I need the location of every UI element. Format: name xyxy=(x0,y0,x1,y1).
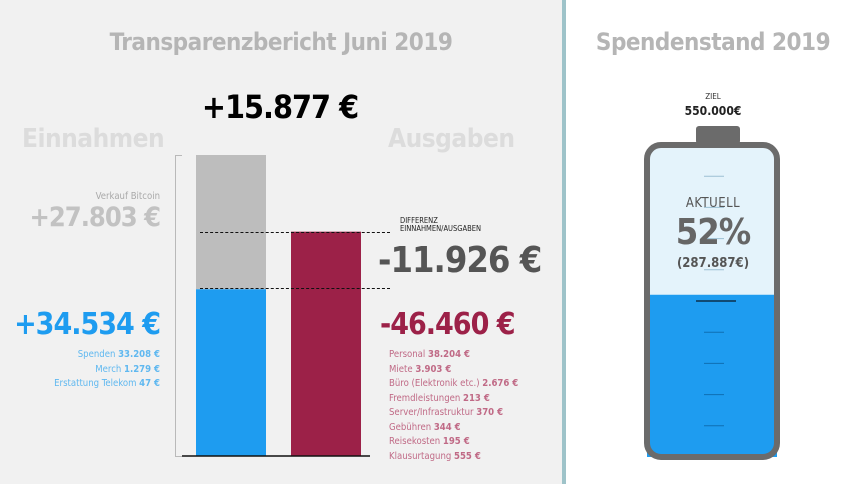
goal-value: 550.000€ xyxy=(684,104,742,118)
expenses-heading: Ausgaben xyxy=(388,124,515,154)
income-item: Merch 1.279 € xyxy=(95,363,160,375)
expense-item: Server/Infrastruktur 370 € xyxy=(389,407,504,418)
difference-line-top xyxy=(200,232,390,233)
income-bracket xyxy=(175,155,182,457)
expense-item: Fremdleistungen 213 € xyxy=(389,392,490,404)
gauge-cap xyxy=(696,126,740,144)
expense-item: Klausurtagung 555 € xyxy=(389,450,481,462)
current-percent: 52% xyxy=(675,212,752,253)
expense-item: Miete 3.903 € xyxy=(389,363,452,375)
gauge-frame xyxy=(644,142,780,460)
expenses-value: -46.460 € xyxy=(380,307,516,342)
balance-chart xyxy=(182,155,370,457)
panel-divider xyxy=(562,0,566,484)
expense-item: Personal 38.204 € xyxy=(389,349,470,360)
income-value: +34.534 € xyxy=(14,307,161,342)
expense-item: Gebühren 344 € xyxy=(389,421,461,433)
difference-value: -11.926 € xyxy=(378,240,542,281)
gauge-fill xyxy=(647,294,777,457)
current-label: AKTUELL xyxy=(685,196,741,211)
gauge-ticks xyxy=(696,175,736,427)
bitcoin-bar xyxy=(196,155,266,290)
bitcoin-label: Verkauf Bitcoin xyxy=(95,191,160,202)
expense-item: Büro (Elektronik etc.) 2.676 € xyxy=(389,378,519,389)
income-item: Spenden 33.208 € xyxy=(77,349,160,360)
result-value: +15.877 € xyxy=(201,88,359,126)
expenses-items: Personal 38.204 € Miete 3.903 € Büro (El… xyxy=(389,348,518,464)
income-items: Spenden 33.208 € Merch 1.279 € Erstattun… xyxy=(54,348,160,392)
income-item: Erstattung Telekom 47 € xyxy=(54,378,160,389)
donation-gauge xyxy=(644,126,780,460)
difference-line-bottom xyxy=(200,288,390,289)
expenses-bar xyxy=(291,231,361,456)
bitcoin-value: +27.803 € xyxy=(29,202,161,233)
current-amount: (287.887€) xyxy=(676,256,750,271)
expense-item: Reisekosten 195 € xyxy=(389,436,470,447)
income-heading: Einnahmen xyxy=(22,124,165,154)
donation-title: Spendenstand 2019 xyxy=(595,28,831,56)
difference-label: DIFFERENZ EINNAHMEN/AUSGABEN xyxy=(400,216,482,233)
goal-label: ZIEL xyxy=(705,92,721,101)
report-panel xyxy=(0,0,562,484)
income-bar xyxy=(196,289,266,456)
report-title: Transparenzbericht Juni 2019 xyxy=(109,28,453,56)
